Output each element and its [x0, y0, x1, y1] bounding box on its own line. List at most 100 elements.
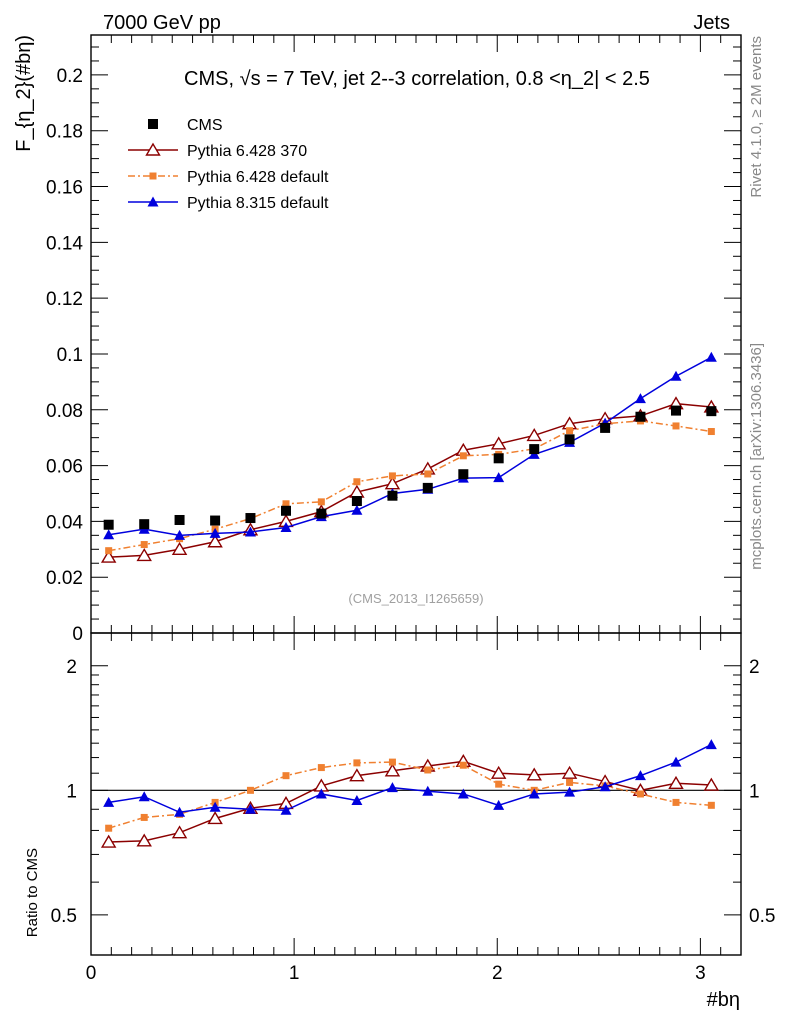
ratio-pythia-6-428-default-point — [282, 772, 290, 780]
main-pythia-6-428-370-point — [490, 436, 507, 450]
legend-label-pythia-8-315-default: Pythia 8.315 default — [187, 195, 329, 212]
ratio-pythia-6-428-default-point — [495, 780, 503, 788]
ratio-pythia-8-315-default-point — [351, 794, 363, 805]
legend-marker-pythia-8-315-default — [147, 196, 159, 207]
y-tick-label: 0.08 — [46, 401, 83, 422]
main-cms-point — [600, 422, 611, 433]
main-pythia-8-315-default-point — [351, 504, 363, 515]
ratio-pythia-6-428-370-point — [561, 765, 578, 779]
main-pythia-6-428-default-point — [317, 498, 325, 506]
main-cms-point — [103, 519, 114, 530]
main-pythia-8-315-default-point — [670, 370, 682, 381]
main-pythia-8-315-default-point — [209, 527, 221, 538]
main-pythia-6-428-370-point — [207, 534, 223, 548]
ratio-pythia-8-315-default-point — [209, 801, 221, 812]
ratio-pythia-6-428-370-point — [136, 833, 152, 847]
y-tick-label: 0.02 — [46, 568, 83, 589]
y-tick-label: 0.06 — [46, 457, 83, 478]
ratio-pythia-6-428-370-point — [171, 825, 188, 839]
y-tick-label: 0.16 — [46, 178, 83, 199]
legend-marker-pythia-6-428-default — [149, 172, 157, 180]
ratio-pythia-6-428-370-point — [526, 767, 542, 781]
x-tick-label: 1 — [289, 963, 300, 984]
y-tick-label: 0 — [72, 624, 83, 645]
main-pythia-8-315-default-point — [705, 351, 717, 362]
ratio-pythia-6-428-default-point — [636, 790, 644, 798]
ratio-pythia-6-428-default-point — [140, 813, 148, 821]
ratio-pythia-6-428-370-point — [703, 777, 720, 791]
ratio-pythia-6-428-370-point — [100, 834, 117, 848]
main-pythia-6-428-default-line — [108, 420, 712, 552]
main-pythia-6-428-default-point — [707, 428, 715, 436]
legend-label-pythia-6-428-default: Pythia 6.428 default — [187, 169, 329, 186]
x-tick-label: 3 — [695, 963, 706, 984]
ratio-pythia-8-315-default-point — [386, 782, 398, 793]
main-cms-point — [316, 508, 327, 519]
x-tick-label: 0 — [86, 963, 97, 984]
main-cms-point — [210, 515, 221, 526]
header-right: Jets — [693, 12, 730, 34]
ratio-pythia-8-315-default-point — [493, 799, 505, 810]
main-pythia-6-428-default-point — [282, 500, 290, 508]
ratio-tick-label-right: 2 — [749, 657, 760, 678]
ratio-pythia-6-428-default-point — [317, 764, 325, 772]
ratio-pythia-8-315-default-point — [280, 804, 292, 815]
ratio-pythia-6-428-default-point — [105, 824, 113, 832]
ratio-pythia-6-428-default-point — [707, 801, 715, 809]
ratio-pythia-8-315-default-point — [103, 796, 115, 807]
main-cms-point — [564, 434, 575, 445]
main-pythia-6-428-default-point — [140, 541, 148, 549]
main-pythia-6-428-370-point — [100, 549, 117, 563]
ratio-pythia-8-315-default-point — [457, 788, 469, 799]
ratio-pythia-8-315-default-point — [138, 791, 150, 802]
main-cms-point — [422, 482, 433, 493]
legend-marker-pythia-6-428-370 — [145, 142, 161, 156]
main-pythia-8-315-default-point — [493, 472, 505, 483]
legend-label-pythia-6-428-370: Pythia 6.428 370 — [187, 143, 307, 160]
main-pythia-6-428-370-point — [171, 541, 188, 555]
main-pythia-8-315-default-point — [280, 522, 292, 533]
main-cms-point — [529, 444, 540, 455]
main-pythia-6-428-default-point — [672, 422, 680, 430]
ratio-pythia-6-428-default-point — [353, 759, 361, 767]
legend: CMS Pythia 6.428 370 Pythia 6.428 default P… — [128, 117, 329, 212]
y-tick-label: 0.04 — [46, 512, 83, 533]
main-cms-point — [493, 453, 504, 464]
ratio-pythia-8-315-default-point — [244, 803, 256, 814]
ratio-pythia-6-428-370-point — [668, 775, 684, 789]
ratio-y-axis-label: Ratio to CMS — [24, 848, 41, 937]
legend-label-cms: CMS — [187, 117, 223, 134]
ratio-pythia-8-315-default-point — [599, 781, 611, 792]
ratio-pythia-6-428-default-point — [566, 778, 574, 786]
ratio-pythia-6-428-370-line — [108, 760, 712, 843]
ratio-series-layer — [100, 739, 720, 848]
ratio-tick-label-right: 1 — [749, 781, 760, 802]
analysis-watermark: (CMS_2013_I1265659) — [348, 591, 483, 606]
ratio-y-axis: 0.5 0.5 1 1 2 2 — [51, 657, 775, 956]
ratio-tick-label-left: 1 — [66, 781, 77, 802]
ratio-pythia-6-428-370-point — [207, 811, 223, 825]
ratio-pythia-6-428-default-point — [424, 766, 432, 774]
y-tick-label: 0.2 — [57, 66, 83, 87]
main-cms-point — [458, 469, 469, 480]
ratio-pythia-6-428-default-point — [388, 758, 396, 766]
ratio-pythia-8-315-default-point — [670, 756, 682, 767]
y-tick-label: 0.14 — [46, 233, 83, 254]
main-pythia-6-428-370-point — [136, 548, 152, 562]
main-pythia-8-315-default-point — [634, 393, 646, 404]
main-cms-point — [387, 490, 398, 501]
y-tick-label: 0.18 — [46, 122, 83, 143]
main-pythia-6-428-default-point — [105, 547, 113, 555]
header-left: 7000 GeV pp — [103, 12, 221, 34]
ratio-pythia-6-428-370-point — [490, 765, 507, 779]
main-cms-point — [671, 405, 681, 416]
ratio-pythia-6-428-370-point — [349, 768, 365, 782]
ratio-pythia-8-315-default-point — [315, 788, 327, 799]
rivet-label: Rivet 4.1.0, ≥ 2M events — [748, 36, 765, 198]
main-pythia-6-428-default-point — [353, 478, 361, 486]
main-series-layer — [100, 351, 720, 563]
main-y-axis-label: F_{η_2}(#bη) — [13, 35, 35, 152]
main-cms-point — [139, 519, 150, 530]
ratio-tick-label-left: 0.5 — [51, 906, 77, 927]
